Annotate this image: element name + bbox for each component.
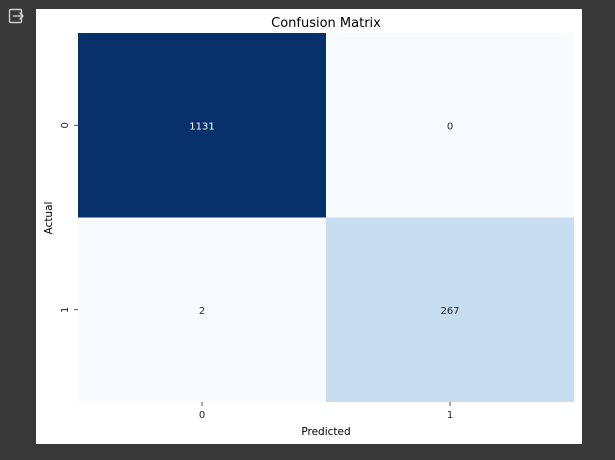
y-tick-label-1: 1 <box>60 307 71 313</box>
axis-ticks: 0 1 0 1 <box>60 122 453 421</box>
heatmap-cell-0-0 <box>78 33 326 218</box>
cell-value-label-1-0: 2 <box>199 306 205 317</box>
y-tick-label-0: 0 <box>60 122 71 128</box>
exit-to-app-icon[interactable] <box>7 7 25 25</box>
confusion-matrix-chart: Confusion Matrix 1131 0 2 267 0 1 0 1 Predicte… <box>43 16 574 438</box>
heatmap-cell-0-1 <box>326 33 574 218</box>
cell-value-label-0-1: 0 <box>447 121 453 132</box>
x-tick-label-0: 0 <box>199 410 205 421</box>
heatmap-cell-1-0 <box>78 217 326 402</box>
cell-value-label-0-0: 1131 <box>189 121 214 132</box>
x-tick-label-1: 1 <box>447 410 453 421</box>
heatmap-cells: 1131 0 2 267 <box>78 33 574 402</box>
chart-figure: Confusion Matrix 1131 0 2 267 0 1 0 1 Predicte… <box>36 9 582 444</box>
cell-value-label-1-1: 267 <box>440 306 459 317</box>
x-axis-label: Predicted <box>301 426 350 438</box>
heatmap-cell-1-1 <box>326 217 574 402</box>
chart-title: Confusion Matrix <box>271 16 381 31</box>
y-axis-label: Actual <box>43 202 55 235</box>
